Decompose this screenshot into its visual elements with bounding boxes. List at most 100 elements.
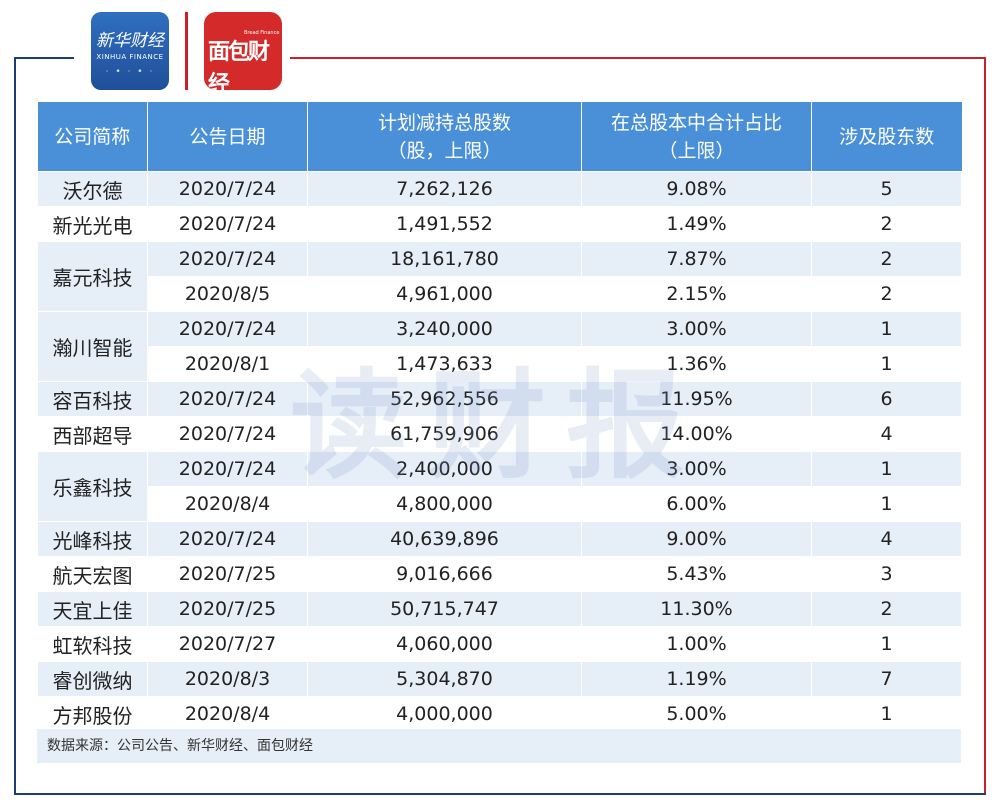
ratio-cell: 6.00% [581, 486, 812, 522]
ratio-cell: 1.36% [581, 346, 812, 382]
ratio-cell: 11.95% [581, 381, 812, 417]
ratio-cell: 14.00% [581, 416, 812, 452]
shares-cell: 2,400,000 [307, 451, 582, 487]
table-row: 瀚川智能 2020/7/24 3,240,000 3.00% 1 [37, 311, 962, 382]
holders-cell: 2 [811, 241, 962, 277]
company-cell: 航天宏图 [37, 556, 148, 592]
holders-cell: 1 [811, 311, 962, 347]
date-cell: 2020/8/4 [147, 486, 308, 522]
holders-cell: 2 [811, 276, 962, 312]
table-header-row: 公司简称 公告日期 计划减持总股数 （股，上限） 在总股本中合计占比 （上限） 涉及股东数 [37, 102, 962, 172]
shares-cell: 40,639,896 [307, 521, 582, 557]
shares-cell: 50,715,747 [307, 591, 582, 627]
shares-cell: 4,800,000 [307, 486, 582, 522]
table-row: 方邦股份 2020/8/4 4,000,000 5.00% 1 [37, 696, 962, 732]
company-cell: 容百科技 [37, 381, 148, 417]
date-cell: 2020/7/25 [147, 591, 308, 627]
logo-divider [185, 12, 188, 90]
ratio-cell: 9.00% [581, 521, 812, 557]
company-cell: 睿创微纳 [37, 661, 148, 697]
date-cell: 2020/8/3 [147, 661, 308, 697]
date-cell: 2020/7/24 [147, 381, 308, 417]
shares-cell: 1,473,633 [307, 346, 582, 382]
shares-cell: 7,262,126 [307, 171, 582, 207]
ratio-cell: 2.15% [581, 276, 812, 312]
column-header: 公告日期 [147, 102, 308, 172]
table-row: 虹软科技 2020/7/27 4,060,000 1.00% 1 [37, 626, 962, 662]
table-row: 新光光电 2020/7/24 1,491,552 1.49% 2 [37, 206, 962, 242]
table-row: 容百科技 2020/7/24 52,962,556 11.95% 6 [37, 381, 962, 417]
company-cell: 天宜上佳 [37, 591, 148, 627]
company-cell: 西部超导 [37, 416, 148, 452]
date-cell: 2020/7/27 [147, 626, 308, 662]
table-row: 西部超导 2020/7/24 61,759,906 14.00% 4 [37, 416, 962, 452]
table-row: 沃尔德 2020/7/24 7,262,126 9.08% 5 [37, 171, 962, 207]
company-cell: 乐鑫科技 [37, 451, 148, 522]
holders-cell: 1 [811, 346, 962, 382]
ratio-cell: 3.00% [581, 451, 812, 487]
table-row: 光峰科技 2020/7/24 40,639,896 9.00% 4 [37, 521, 962, 557]
shares-cell: 18,161,780 [307, 241, 582, 277]
table-row: 天宜上佳 2020/7/25 50,715,747 11.30% 2 [37, 591, 962, 627]
shares-cell: 5,304,870 [307, 661, 582, 697]
frame-top-red [290, 57, 986, 59]
company-cell: 方邦股份 [37, 696, 148, 732]
date-cell: 2020/7/25 [147, 556, 308, 592]
holders-cell: 1 [811, 696, 962, 732]
table-body: 沃尔德 2020/7/24 7,262,126 9.08% 5 新光光电 2020/7/24… [37, 171, 962, 732]
table-row: 2020/8/5 4,961,000 2.15% 2 [38, 276, 962, 312]
xinhua-logo-text: 新华财经 [96, 31, 164, 51]
bread-finance-logo: 面包财经 Bread Finance [204, 12, 282, 90]
ratio-cell: 3.00% [581, 311, 812, 347]
holders-cell: 4 [811, 416, 962, 452]
holders-cell: 1 [811, 626, 962, 662]
table-row: 乐鑫科技 2020/7/24 2,400,000 3.00% 1 [37, 451, 962, 522]
shares-cell: 4,961,000 [307, 276, 582, 312]
company-cell: 虹软科技 [37, 626, 148, 662]
company-cell: 光峰科技 [37, 521, 148, 557]
table-row: 2020/8/4 4,800,000 6.00% 1 [38, 486, 962, 522]
xinhua-logo-subtext: XINHUA FINANCE [96, 53, 164, 61]
shares-cell: 3,240,000 [307, 311, 582, 347]
date-cell: 2020/7/24 [147, 241, 308, 277]
table-row: 航天宏图 2020/7/25 9,016,666 5.43% 3 [37, 556, 962, 592]
column-header: 在总股本中合计占比 （上限） [581, 102, 812, 172]
shares-cell: 61,759,906 [307, 416, 582, 452]
holders-cell: 1 [811, 486, 962, 522]
ratio-cell: 5.43% [581, 556, 812, 592]
company-cell: 嘉元科技 [37, 241, 148, 312]
frame-right-red [984, 57, 986, 795]
date-cell: 2020/7/24 [147, 206, 308, 242]
column-header: 公司简称 [37, 102, 148, 172]
shares-cell: 4,060,000 [307, 626, 582, 662]
table-row: 睿创微纳 2020/8/3 5,304,870 1.19% 7 [37, 661, 962, 697]
data-source-note: 数据来源：公司公告、新华财经、面包财经 [37, 729, 961, 763]
date-cell: 2020/8/1 [147, 346, 308, 382]
column-header: 计划减持总股数 （股，上限） [307, 102, 582, 172]
date-cell: 2020/7/24 [147, 521, 308, 557]
company-cell: 新光光电 [37, 206, 148, 242]
company-cell: 瀚川智能 [37, 311, 148, 382]
bread-logo-text: 面包财经 [208, 40, 270, 90]
holders-cell: 1 [811, 451, 962, 487]
date-cell: 2020/8/4 [147, 696, 308, 732]
holders-cell: 4 [811, 521, 962, 557]
column-header: 涉及股东数 [811, 102, 962, 172]
ratio-cell: 5.00% [581, 696, 812, 732]
ratio-cell: 1.00% [581, 626, 812, 662]
shares-cell: 9,016,666 [307, 556, 582, 592]
table-row: 嘉元科技 2020/7/24 18,161,780 7.87% 2 [37, 241, 962, 312]
date-cell: 2020/7/24 [147, 416, 308, 452]
table-row: 2020/8/1 1,473,633 1.36% 1 [38, 346, 962, 382]
xinhua-finance-logo: 新华财经 XINHUA FINANCE · • · • · [91, 12, 169, 90]
share-reduction-table: 公司简称 公告日期 计划减持总股数 （股，上限） 在总股本中合计占比 （上限） 涉及股东数 … [37, 102, 962, 732]
holders-cell: 6 [811, 381, 962, 417]
ratio-cell: 1.49% [581, 206, 812, 242]
shares-cell: 4,000,000 [307, 696, 582, 732]
ratio-cell: 9.08% [581, 171, 812, 207]
date-cell: 2020/7/24 [147, 451, 308, 487]
network-dots-icon: · • · • · [105, 67, 155, 77]
frame-bottom [14, 793, 986, 795]
ratio-cell: 1.19% [581, 661, 812, 697]
holders-cell: 5 [811, 171, 962, 207]
